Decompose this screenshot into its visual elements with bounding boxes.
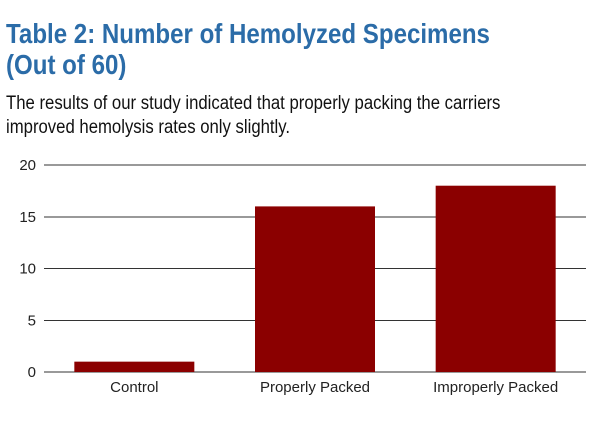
- x-tick-label: Properly Packed: [260, 379, 370, 396]
- y-tick-label: 15: [19, 209, 36, 226]
- x-tick-label: Improperly Packed: [433, 379, 558, 396]
- chart-subtitle-line-2: improved hemolysis rates only slightly.: [6, 117, 291, 138]
- chart-subtitle-line-1: The results of our study indicated that …: [6, 93, 501, 114]
- chart-title-line-1: Table 2: Number of Hemolyzed Specimens: [6, 18, 490, 49]
- y-tick-label: 10: [19, 261, 36, 278]
- y-tick-label: 0: [28, 364, 36, 381]
- bar: [255, 206, 375, 372]
- chart-title-line-2: (Out of 60): [6, 49, 127, 80]
- chart-title: Table 2: Number of Hemolyzed Specimens (…: [6, 18, 505, 80]
- y-tick-label: 5: [28, 312, 36, 329]
- x-tick-label: Control: [110, 379, 158, 396]
- bar: [435, 185, 556, 372]
- chart-subtitle: The results of our study indicated that …: [6, 92, 552, 140]
- y-tick-label: 20: [19, 157, 36, 174]
- bar: [74, 361, 195, 372]
